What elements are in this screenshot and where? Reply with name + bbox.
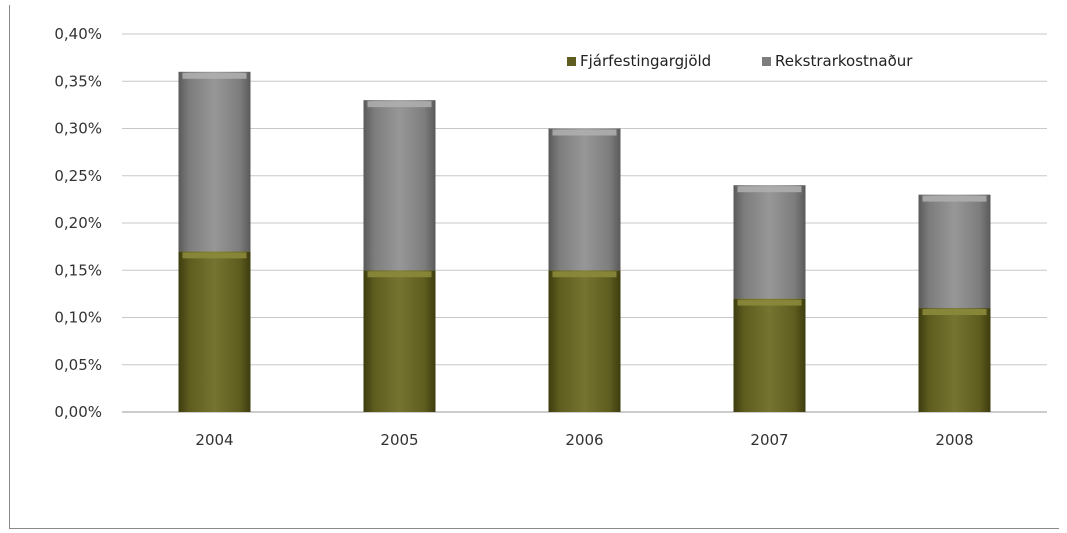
legend-swatch xyxy=(567,57,576,66)
bar-bevel xyxy=(367,271,432,278)
bar-bevel xyxy=(922,309,987,316)
x-tick-label: 2007 xyxy=(750,431,788,449)
legend-label: Rekstrarkostnaður xyxy=(775,52,913,70)
bar-fjarfestingargjold-2005 xyxy=(363,270,436,412)
bar-rekstrarkostnadur-2006 xyxy=(548,128,621,271)
y-tick-label: 0,25% xyxy=(54,167,102,185)
x-tick-label: 2006 xyxy=(565,431,603,449)
bar-fjarfestingargjold-2004 xyxy=(178,251,251,412)
bar-fjarfestingargjold-2007 xyxy=(733,298,806,412)
y-tick-label: 0,35% xyxy=(54,72,102,90)
legend-label: Fjárfestingargjöld xyxy=(580,52,711,70)
x-axis-tick-labels: 2004 2005 2006 2007 2008 xyxy=(195,431,973,449)
y-tick-label: 0,00% xyxy=(54,403,102,421)
bar-fjarfestingargjold-2008 xyxy=(918,308,991,412)
bar-bevel xyxy=(737,186,802,193)
y-axis-tick-labels: 0,00% 0,05% 0,10% 0,15% 0,20% 0,25% 0,30% 0,35%… xyxy=(54,25,102,421)
y-tick-label: 0,05% xyxy=(54,356,102,374)
bar-bevel xyxy=(182,72,247,79)
y-tick-label: 0,10% xyxy=(54,309,102,327)
y-tick-label: 0,20% xyxy=(54,214,102,232)
bar-rekstrarkostnadur-2004 xyxy=(178,71,251,252)
bar-rekstrarkostnadur-2008 xyxy=(918,194,991,309)
x-tick-label: 2004 xyxy=(195,431,233,449)
bar-bevel xyxy=(182,252,247,259)
bar-bevel xyxy=(367,101,432,108)
legend: Fjárfestingargjöld Rekstrarkostnaður xyxy=(567,52,913,70)
y-tick-label: 0,40% xyxy=(54,25,102,43)
y-tick-label: 0,30% xyxy=(54,120,102,138)
bar-bevel xyxy=(737,299,802,306)
chart-frame: 0,00% 0,05% 0,10% 0,15% 0,20% 0,25% 0,30% 0,35%… xyxy=(9,5,1059,529)
x-tick-label: 2008 xyxy=(935,431,973,449)
bar-bevel xyxy=(552,271,617,278)
stacked-bar-chart: 0,00% 0,05% 0,10% 0,15% 0,20% 0,25% 0,30% 0,35%… xyxy=(54,25,1047,449)
x-tick-label: 2005 xyxy=(380,431,418,449)
bar-rekstrarkostnadur-2007 xyxy=(733,185,806,299)
bars xyxy=(178,71,991,412)
bar-bevel xyxy=(552,129,617,136)
bar-bevel xyxy=(922,195,987,202)
y-tick-label: 0,15% xyxy=(54,261,102,279)
bar-fjarfestingargjold-2006 xyxy=(548,270,621,412)
bar-rekstrarkostnadur-2005 xyxy=(363,100,436,271)
legend-swatch xyxy=(762,57,771,66)
